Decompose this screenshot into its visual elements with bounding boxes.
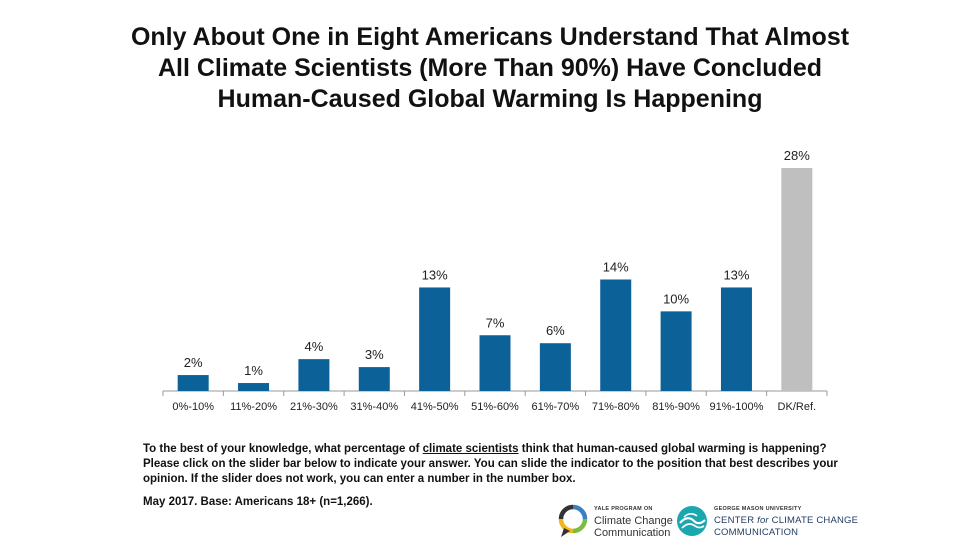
- bar: [660, 311, 692, 391]
- data-label: 7%: [486, 315, 505, 330]
- data-label: 2%: [184, 355, 203, 370]
- x-tick-label: 51%-60%: [471, 401, 519, 413]
- yale-logo: YALE PROGRAM ON Climate Change Communica…: [558, 503, 673, 539]
- yale-logo-small: YALE PROGRAM ON: [594, 506, 653, 512]
- data-label: 13%: [422, 267, 448, 282]
- source-note: May 2017. Base: Americans 18+ (n=1,266).: [143, 496, 373, 508]
- question-text-cont: think that human-caused global warming i…: [143, 443, 838, 485]
- bar: [358, 367, 390, 391]
- bar: [419, 287, 451, 391]
- x-tick-label: 41%-50%: [411, 401, 459, 413]
- x-tick-label: 71%-80%: [592, 401, 640, 413]
- question-underlined-text: climate scientists: [422, 443, 519, 455]
- yale-logo-line2: Communication: [594, 527, 671, 539]
- x-tick-label: 81%-90%: [652, 401, 700, 413]
- gmu-logo-small: GEORGE MASON UNIVERSITY: [714, 506, 802, 512]
- bar: [600, 279, 632, 391]
- x-tick-label: 0%-10%: [172, 401, 214, 413]
- gmu-logo-center: CENTER: [714, 515, 758, 526]
- x-tick-label: 91%-100%: [710, 401, 764, 413]
- gmu-logo-for: for: [757, 515, 769, 526]
- x-tick-label: 61%-70%: [532, 401, 580, 413]
- data-label: 6%: [546, 323, 565, 338]
- chart-title: Only About One in Eight Americans Unders…: [90, 22, 890, 115]
- bar: [298, 359, 330, 391]
- data-label: 3%: [365, 347, 384, 362]
- gmu-logo: GEORGE MASON UNIVERSITY CENTER for CLIMA…: [676, 503, 858, 539]
- yale-logo-line1: Climate Change: [594, 515, 673, 527]
- x-tick-label: 11%-20%: [230, 401, 277, 413]
- gmu-logo-line2: COMMUNICATION: [714, 527, 799, 538]
- bar: [238, 383, 270, 391]
- wave-icon: [677, 506, 707, 536]
- data-label: 4%: [305, 339, 324, 354]
- data-label: 10%: [663, 291, 689, 306]
- title-line: Only About One in Eight Americans Unders…: [130, 23, 850, 51]
- survey-question: To the best of your knowledge, what perc…: [143, 442, 863, 487]
- data-label: 1%: [244, 363, 263, 378]
- x-tick-label: 21%-30%: [290, 401, 338, 413]
- question-text: To the best of your knowledge, what perc…: [143, 443, 423, 455]
- bar: [539, 343, 571, 391]
- title-line: All Climate Scientists (More Than 90%) H…: [157, 54, 823, 82]
- bar: [720, 287, 752, 391]
- speech-bubble-icon: [558, 504, 588, 537]
- data-label: 14%: [603, 260, 629, 275]
- data-label: 13%: [723, 267, 749, 282]
- x-tick-label: DK/Ref.: [778, 401, 817, 413]
- bar: [177, 375, 209, 391]
- bar: [479, 335, 511, 391]
- bar: [781, 168, 813, 391]
- data-label: 28%: [784, 148, 810, 163]
- title-line: Human-Caused Global Warming Is Happening: [217, 85, 763, 113]
- gmu-logo-climate: CLIMATE CHANGE: [768, 515, 859, 526]
- x-tick-label: 31%-40%: [350, 401, 398, 413]
